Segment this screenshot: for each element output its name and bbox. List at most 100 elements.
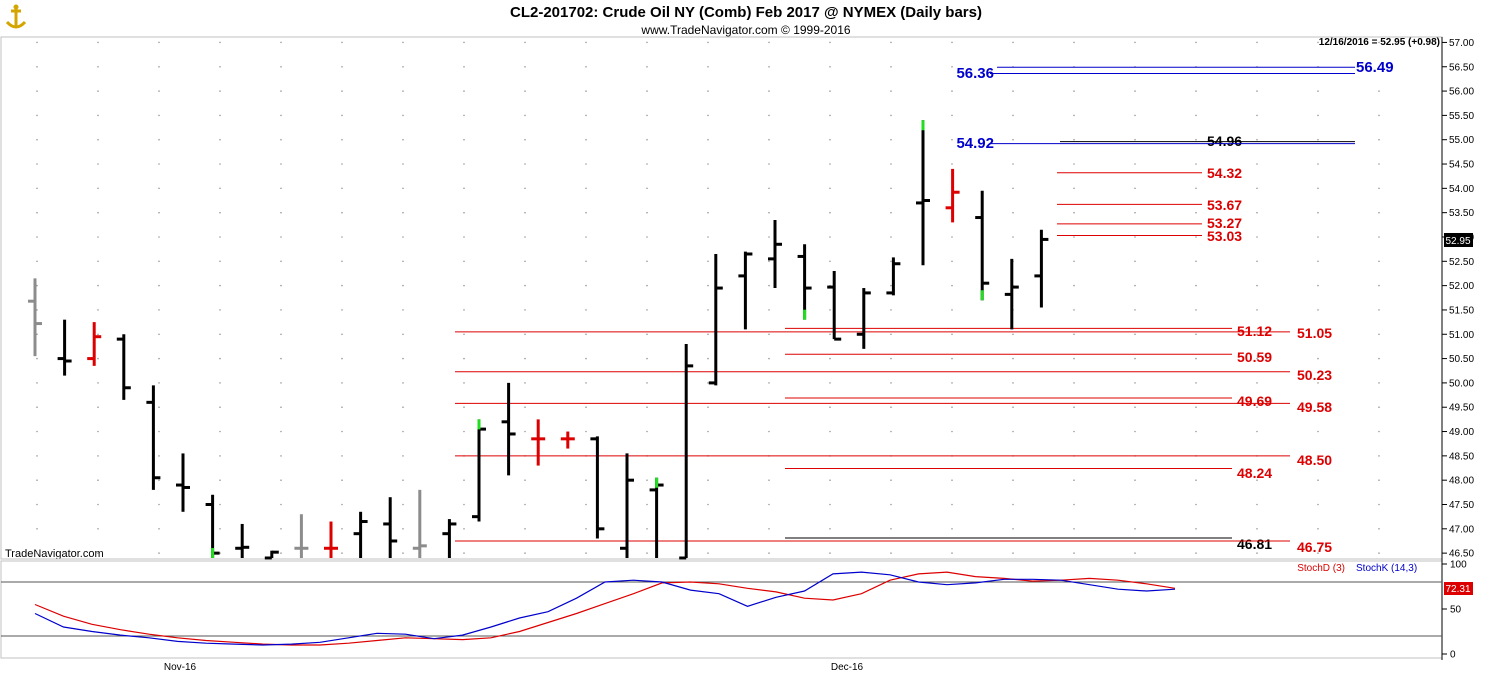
y-tick-label: 53.50 [1449,208,1474,219]
ohlc-bar [116,334,131,400]
last-price-marker: 52.95 [1444,233,1473,247]
level-label: 48.50 [1297,452,1332,468]
y-tick-label: 49.00 [1449,427,1474,438]
stoch-tick-label: 0 [1450,650,1456,661]
level-label: 49.58 [1297,399,1332,415]
y-tick-label: 47.00 [1449,524,1474,535]
price-grid [36,41,1380,554]
stochastic-panel [1,571,1442,646]
y-tick-label: 54.50 [1449,160,1474,171]
ohlc-bar [797,244,812,320]
y-tick-label: 54.00 [1449,184,1474,195]
y-tick-label: 52.50 [1449,257,1474,268]
watermark: TradeNavigator.com [5,548,104,560]
ohlc-bar [886,257,901,296]
level-label: 56.36 [956,65,994,82]
y-tick-label: 50.50 [1449,354,1474,365]
legend-stochd: StochD (3) [1297,563,1345,574]
date-axis: Nov-16 Dec-16 [164,662,864,673]
ohlc-bar [87,322,102,366]
stoch-axis: 100 50 0 [1442,560,1467,661]
stoch-tick-label: 100 [1450,560,1467,571]
level-label: 50.23 [1297,367,1332,383]
price-bars [28,120,1049,560]
level-label: 54.92 [956,135,994,152]
ohlc-bar [146,385,161,490]
y-tick-label: 51.00 [1449,330,1474,341]
ohlc-bar [827,271,842,341]
y-tick-label: 55.50 [1449,111,1474,122]
level-label: 46.75 [1297,539,1332,555]
ohlc-bar [1004,258,1019,330]
level-label: 56.49 [1356,59,1394,76]
chart-subtitle: www.TradeNavigator.com © 1999-2016 [640,23,850,37]
ohlc-bar [679,343,694,560]
stoch-last-label: 72.31 [1445,584,1470,595]
level-label: 51.12 [1237,323,1272,339]
level-lines: 56.49 56.36 54.96 54.92 54.32 53.67 53.2753.03… [455,59,1394,555]
level-label: 49.69 [1237,393,1272,409]
y-tick-label: 46.50 [1449,549,1474,560]
price-axis: 57.00 56.50 56.00 55.50 55.00 54.50 54.00 53.50… [1442,38,1474,560]
ohlc-bar [176,453,190,512]
ohlc-bar [324,521,338,558]
ohlc-bar [768,219,782,289]
y-tick-label: 55.00 [1449,135,1474,146]
ohlc-bar [57,319,72,376]
ohlc-bar [1034,229,1049,308]
ohlc-bar [472,419,486,522]
y-tick-label: 57.00 [1449,38,1474,49]
last-price-label: 52.95 [1445,236,1470,247]
y-tick-label: 56.00 [1449,87,1474,98]
stoch-last-marker: 72.31 [1444,582,1473,595]
ohlc-bar [916,120,930,266]
chart-title: CL2-201702: Crude Oil NY (Comb) Feb 2017… [510,4,982,21]
level-label: 53.27 [1207,215,1242,231]
ohlc-bar [649,477,664,558]
ohlc-bar [560,431,575,449]
ohlc-bar [738,251,753,330]
anchor-logo-icon [5,4,27,31]
level-label: 51.05 [1297,325,1332,341]
ohlc-bar [442,519,457,558]
y-tick-label: 56.50 [1449,62,1474,73]
ohlc-bar [353,511,368,558]
legend-stochk: StochK (14,3) [1356,563,1417,574]
x-label-dec: Dec-16 [831,662,864,673]
ohlc-bar [590,436,605,539]
ohlc-bar [264,550,279,560]
ohlc-bar [501,382,516,476]
ohlc-bar [620,453,634,558]
ohlc-bar [531,419,546,466]
ohlc-bar [235,523,250,558]
y-tick-label: 51.50 [1449,305,1474,316]
stoch-line [34,571,1176,646]
level-label: 53.67 [1207,197,1242,213]
level-label: 48.24 [1237,465,1272,481]
ohlc-bar [945,168,960,223]
stoch-line [34,571,1176,646]
ohlc-bar [975,190,990,301]
ohlc-bar [28,278,42,357]
y-tick-label: 48.50 [1449,451,1474,462]
stoch-tick-label: 50 [1450,605,1462,616]
ohlc-bar [412,489,427,558]
ohlc-bar [708,254,723,386]
level-label: 53.03 [1207,228,1242,244]
y-tick-label: 49.50 [1449,403,1474,414]
y-tick-label: 52.00 [1449,281,1474,292]
y-tick-label: 47.50 [1449,500,1474,511]
ohlc-bar [383,497,398,558]
ohlc-bar [205,494,220,558]
ohlc-bar [856,288,871,349]
ohlc-bar [294,514,309,558]
level-label: 54.96 [1207,133,1242,149]
y-tick-label: 50.00 [1449,378,1474,389]
x-label-nov: Nov-16 [164,662,197,673]
level-label: 50.59 [1237,349,1272,365]
level-label: 46.81 [1237,536,1272,552]
level-label: 54.32 [1207,165,1242,181]
